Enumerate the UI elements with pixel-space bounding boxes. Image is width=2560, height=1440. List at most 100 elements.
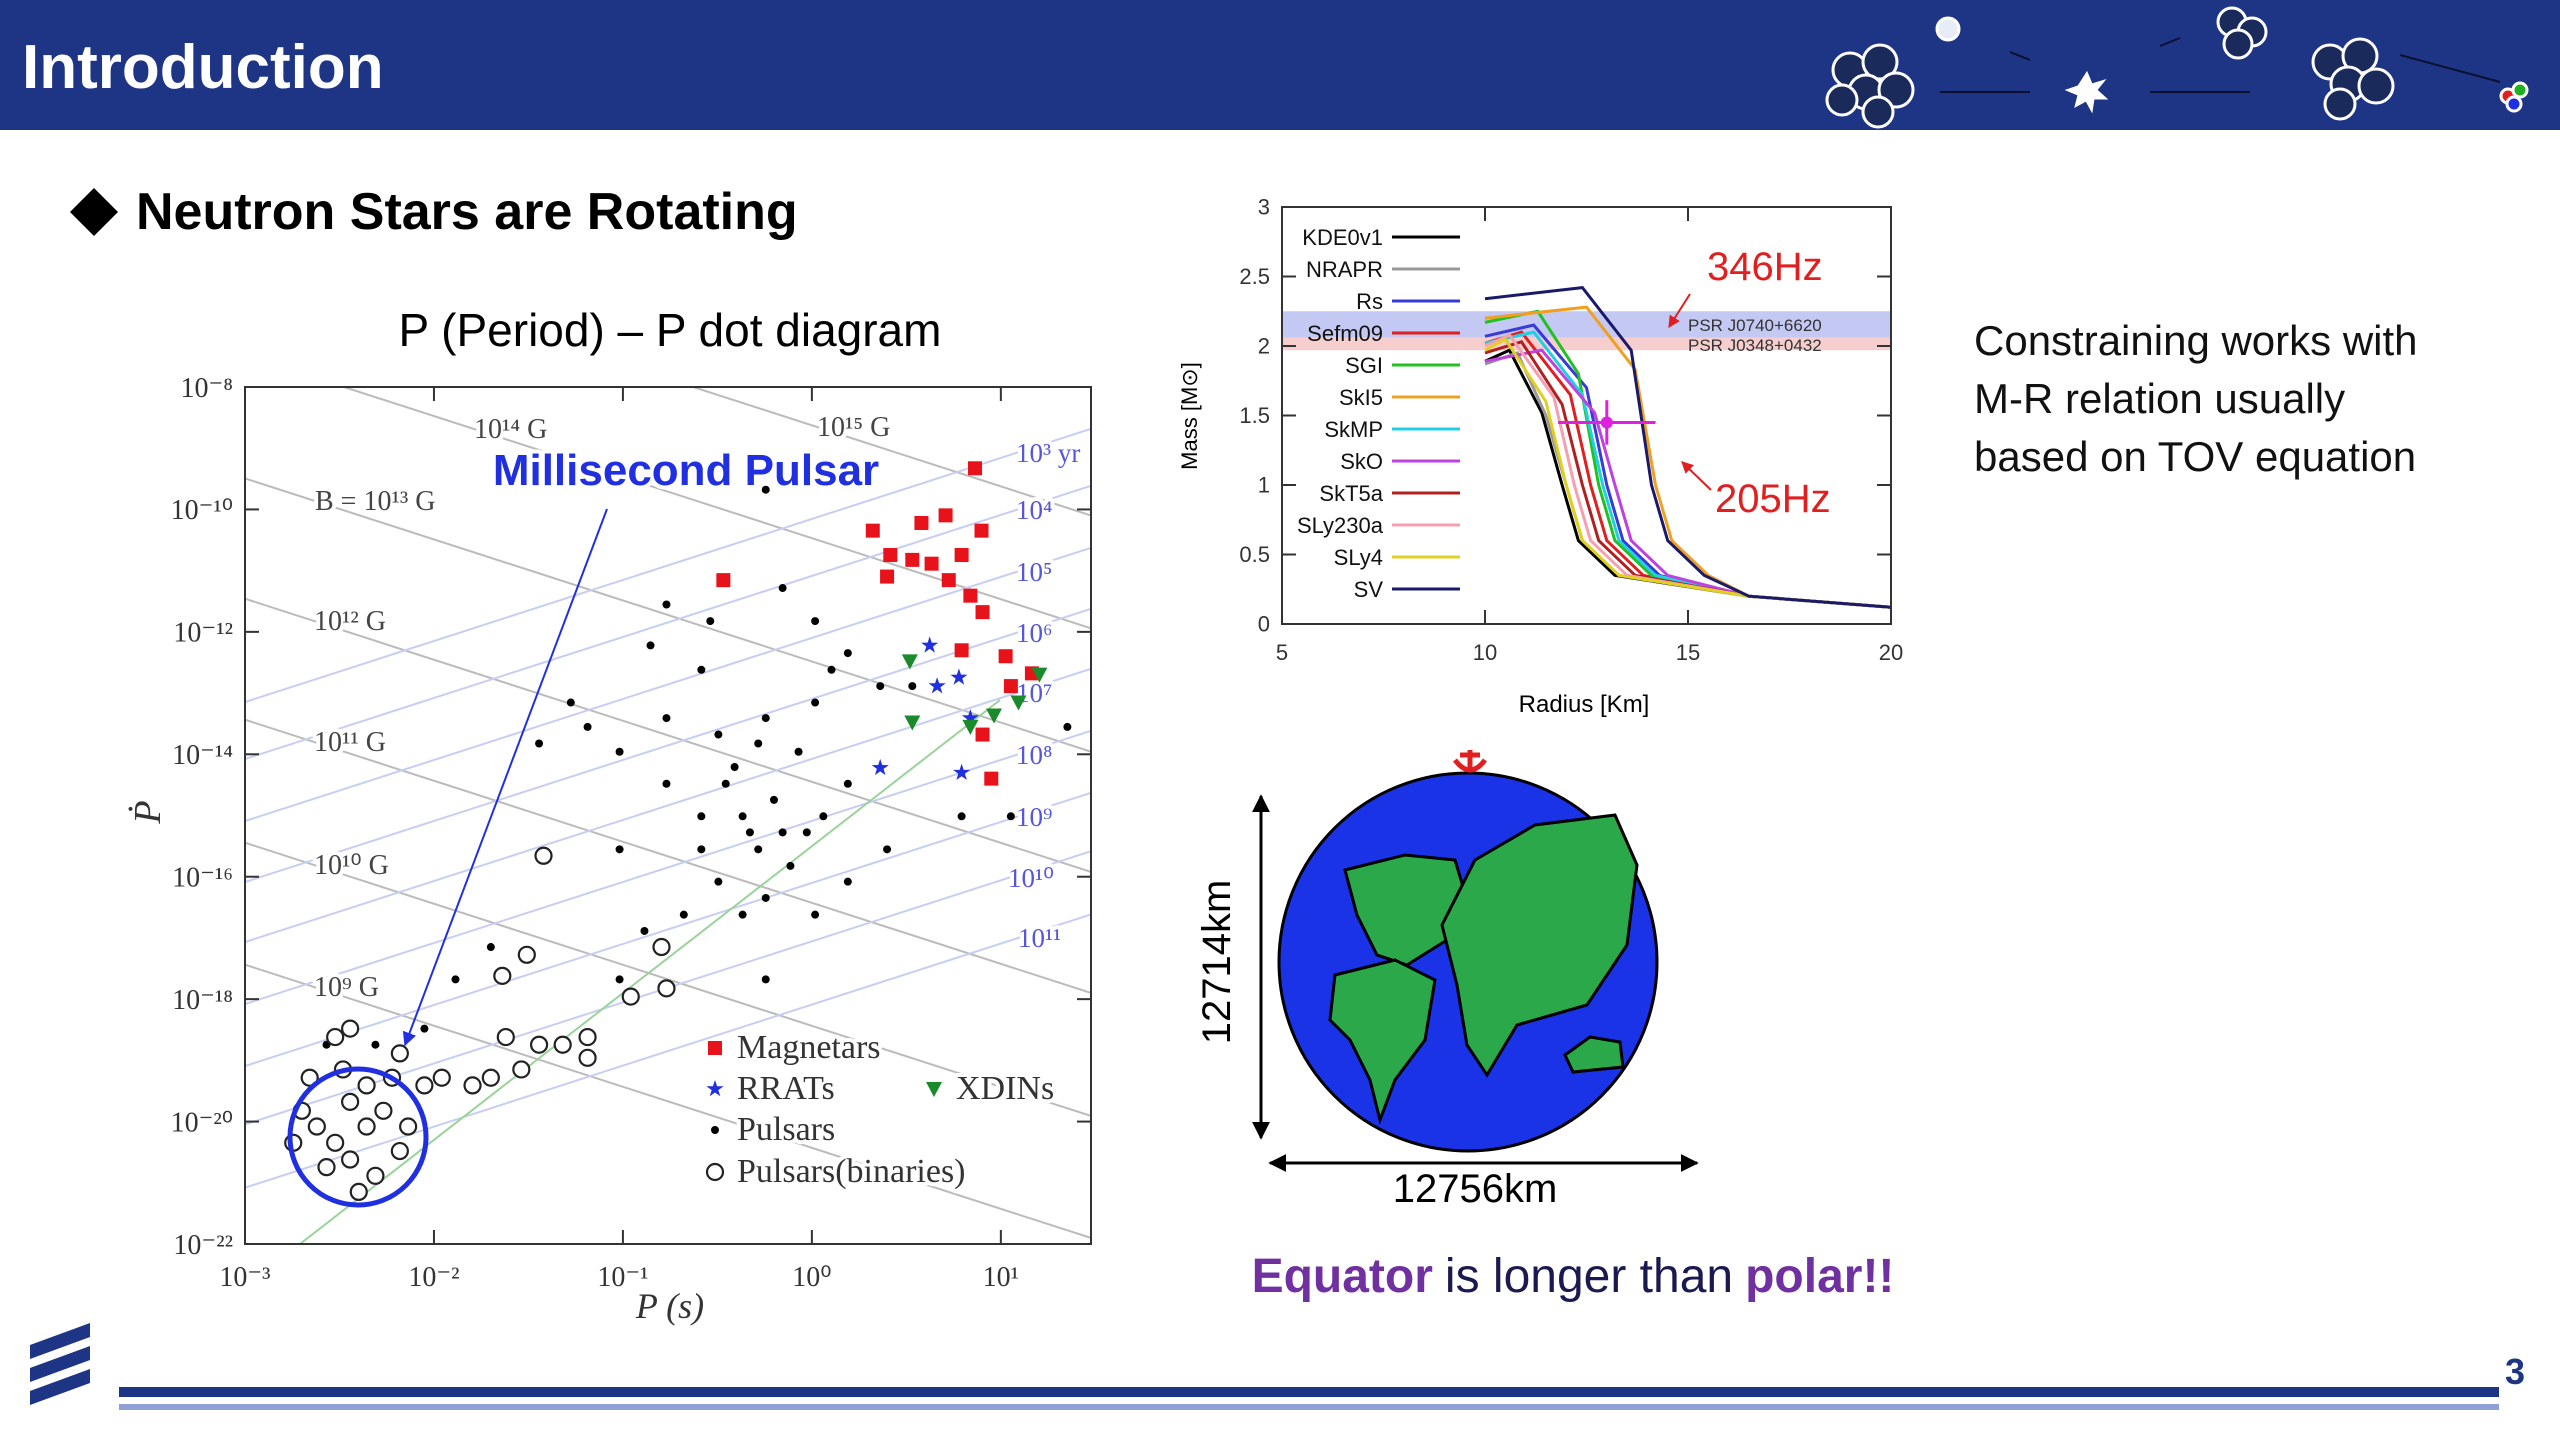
pulsar-marker	[583, 722, 592, 731]
pulsar-marker	[420, 1024, 429, 1033]
rrat-marker	[921, 636, 939, 653]
pulsar-marker	[697, 812, 706, 821]
legend-label: SkI5	[1339, 385, 1383, 410]
magnetar-marker	[883, 548, 898, 563]
y-tick-label: 10⁻²²	[173, 1230, 233, 1261]
field-label: 10¹⁴ G	[474, 414, 547, 445]
binary-pulsar-marker	[621, 987, 640, 1006]
legend-marker	[711, 1126, 719, 1134]
pulsar-marker	[486, 943, 495, 952]
annotation: 346Hz	[1707, 245, 1823, 289]
pulsar-marker	[640, 926, 649, 935]
legend-label: SV	[1354, 577, 1384, 602]
age-line	[245, 546, 1091, 823]
eos-curve	[1484, 286, 1891, 609]
pulsar-marker	[811, 617, 820, 626]
plot-frame	[244, 386, 1092, 1245]
pulsar-marker	[843, 649, 852, 658]
field-line	[245, 597, 1091, 874]
equatorial-diameter: 12756km	[1393, 1167, 1558, 1211]
binary-pulsar-marker	[512, 1060, 531, 1079]
pulsar-marker	[662, 714, 671, 723]
magnetar-marker	[880, 569, 895, 584]
legend-label: XDINs	[956, 1070, 1054, 1107]
y-tick-label: 10⁻¹⁰	[171, 495, 233, 526]
legend-label: NRAPR	[1306, 257, 1383, 282]
band-label: PSR J0348+0432	[1688, 336, 1822, 355]
age-line	[245, 791, 1091, 1068]
earth-drawing	[1252, 750, 1699, 1172]
rrat-marker	[953, 763, 971, 780]
field-label: B = 10¹³ G	[315, 486, 435, 517]
age-line	[245, 913, 1091, 1189]
plot-area	[1282, 286, 1891, 609]
xdin-marker	[962, 719, 979, 735]
magnetar-marker	[974, 523, 989, 538]
death-line	[299, 699, 1001, 1244]
header-arrows	[1940, 37, 2501, 114]
pulsar-marker	[957, 812, 966, 821]
page-number: 3	[2505, 1351, 2525, 1392]
guide-lines	[245, 387, 1091, 1244]
x-axis-label: P (s)	[635, 1286, 704, 1326]
binary-pulsar-marker	[390, 1044, 409, 1063]
pulsar-marker	[662, 600, 671, 609]
pulsar-marker	[754, 739, 763, 748]
pulsar-marker	[761, 485, 770, 494]
pulsar-marker	[769, 795, 778, 804]
bullet-text: Neutron Stars are Rotating	[136, 183, 798, 241]
field-line	[340, 387, 1091, 630]
y-tick-label: 1.5	[1239, 403, 1270, 428]
xdin-marker	[904, 715, 921, 731]
pulsar-marker	[615, 975, 624, 984]
eos-curve	[1484, 333, 1891, 609]
magnetar-marker	[984, 771, 999, 786]
binary-pulsar-marker	[652, 937, 671, 957]
binary-pulsar-marker	[341, 1019, 360, 1038]
legend-label: SLy4	[1334, 545, 1383, 570]
ppdot-plot: 10⁻³ 10⁻² 10⁻¹ 10⁰ 10¹ 10⁻²² 10⁻²⁰ 10⁻¹⁸ 10⁻¹⁶ 10…	[171, 373, 1092, 1293]
x-tick-label: 10⁰	[792, 1262, 831, 1293]
magnetar-marker	[938, 508, 953, 523]
y-tick-label: 10⁻¹⁴	[172, 740, 233, 771]
age-label: 10⁸	[1016, 740, 1052, 770]
field-label: 10¹¹ G	[314, 727, 386, 758]
pulsar-marker	[883, 845, 892, 854]
magnetar-marker	[975, 605, 990, 620]
legend-label: SkMP	[1324, 417, 1383, 442]
header-title: Introduction	[22, 33, 384, 102]
x-tick-label: 10⁻³	[219, 1262, 270, 1293]
legend-label: Rs	[1356, 289, 1383, 314]
magnetar-marker	[941, 573, 956, 588]
band-label: PSR J0740+6620	[1688, 316, 1822, 335]
pulsar-marker	[811, 698, 820, 707]
pulsar-marker	[811, 910, 820, 919]
binary-pulsar-marker	[357, 1117, 376, 1136]
binary-pulsar-marker	[657, 979, 676, 998]
binary-pulsar-marker	[415, 1076, 434, 1095]
pulsar-marker	[802, 828, 811, 837]
binary-pulsar-marker	[366, 1166, 385, 1185]
side-text: based on TOV equation	[1974, 433, 2416, 480]
binary-pulsar-marker	[349, 1182, 368, 1201]
xdin-marker	[901, 654, 918, 670]
pulsar-marker	[1006, 812, 1015, 821]
y-tick-label: 2	[1258, 334, 1270, 359]
magnetar-marker	[905, 552, 920, 567]
eos-curve	[1484, 340, 1891, 609]
footer-line	[119, 1387, 2499, 1397]
age-line	[245, 427, 1091, 704]
annotation: 205Hz	[1715, 477, 1831, 521]
field-label: 10¹⁵ G	[817, 412, 890, 443]
xdin-marker	[986, 708, 1003, 724]
binary-pulsar-marker	[357, 1076, 376, 1095]
x-tick-label: 10⁻²	[408, 1262, 459, 1293]
legend-label: SkT5a	[1319, 481, 1383, 506]
y-tick-label: 0.5	[1239, 542, 1270, 567]
age-label: 10⁶	[1016, 618, 1052, 648]
eos-curve	[1484, 323, 1891, 609]
caption: Equator is longer than polar!!	[1252, 1250, 1895, 1303]
pulsar-marker	[843, 877, 852, 886]
binary-pulsar-marker	[374, 1101, 393, 1120]
